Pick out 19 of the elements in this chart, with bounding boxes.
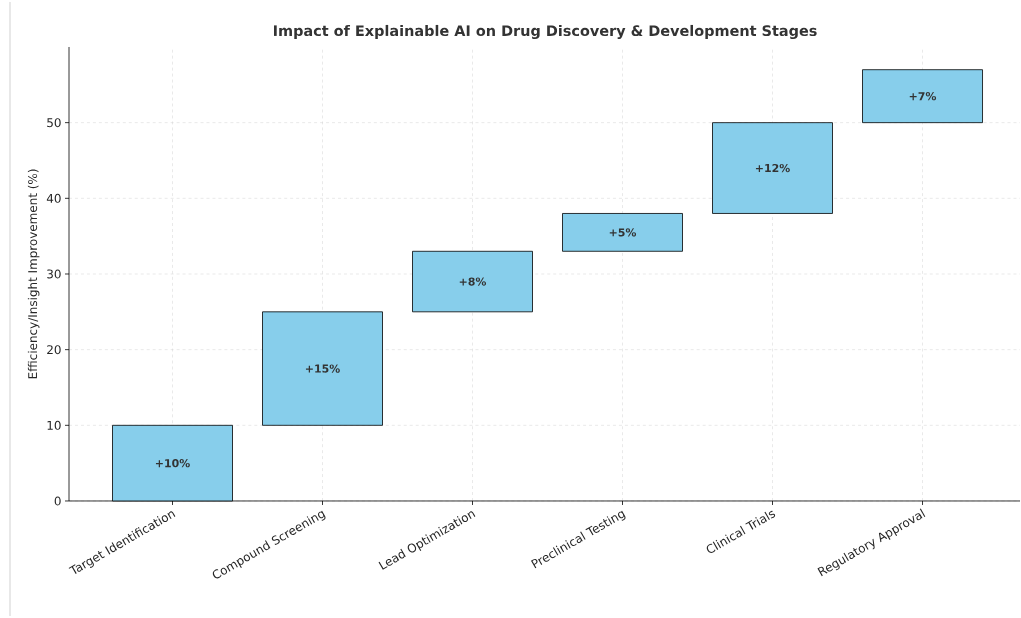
data-label: +12% (755, 163, 790, 173)
bar (712, 122, 833, 214)
y-tick-label: 0 (54, 496, 61, 506)
y-tick-label: 50 (47, 118, 61, 128)
y-tick-label: 40 (46, 193, 61, 203)
bar (862, 69, 983, 124)
bar (562, 213, 683, 252)
bar (412, 250, 533, 313)
y-axis-title: Efficiency/Insight Improvement (%) (27, 169, 40, 379)
y-tick-label: 20 (47, 345, 61, 355)
y-tick-label: 30 (47, 269, 61, 279)
bar (262, 311, 383, 426)
data-label: +10% (155, 459, 190, 468)
data-label: +5% (609, 228, 637, 237)
data-label: +7% (909, 92, 937, 101)
data-label: +15% (305, 364, 340, 373)
y-tick-label: 10 (47, 420, 61, 430)
data-label: +8% (459, 277, 487, 286)
chart-title: Impact of Explainable AI on Drug Discovery & Development Stages (273, 24, 817, 40)
